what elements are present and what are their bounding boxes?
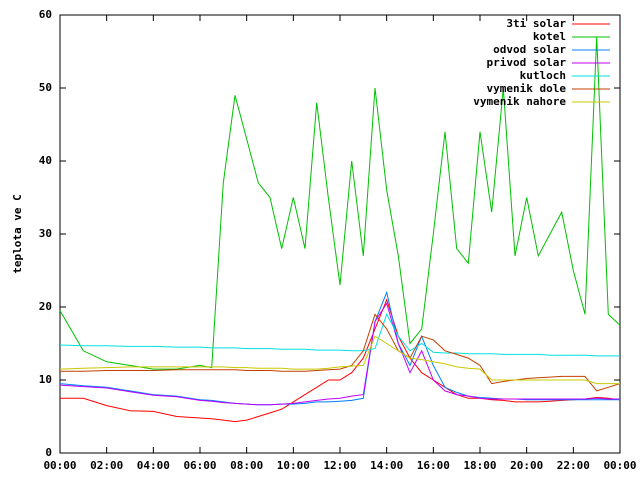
series-line — [59, 313, 620, 357]
y-tick-label: 60 — [39, 8, 52, 21]
x-tick-label: 14:00 — [370, 459, 403, 472]
series-line — [59, 36, 621, 370]
x-tick-label: 00:00 — [43, 459, 76, 472]
series-line — [59, 302, 620, 406]
y-tick-label: 30 — [39, 227, 52, 240]
legend-label: kotel — [533, 30, 566, 43]
series-line — [59, 290, 620, 406]
x-tick-label: 22:00 — [557, 459, 590, 472]
y-tick-label: 0 — [45, 446, 52, 459]
legend-label: vymenik dole — [487, 82, 567, 95]
x-tick-label: 10:00 — [277, 459, 310, 472]
series-line — [59, 335, 620, 385]
x-tick-label: 06:00 — [183, 459, 216, 472]
legend-label: kutloch — [520, 69, 566, 82]
x-tick-label: 12:00 — [323, 459, 356, 472]
legend-label: 3ti solar — [506, 17, 566, 30]
x-tick-label: 00:00 — [603, 459, 636, 472]
x-tick-label: 16:00 — [417, 459, 450, 472]
legend-label: vymenik nahore — [473, 95, 566, 108]
y-tick-label: 20 — [39, 300, 52, 313]
y-tick-label: 10 — [39, 373, 52, 386]
y-axis-label: teplota ve C — [11, 194, 24, 273]
y-tick-label: 50 — [39, 81, 52, 94]
x-tick-label: 02:00 — [90, 459, 123, 472]
series-line — [60, 313, 621, 392]
x-tick-label: 08:00 — [230, 459, 263, 472]
x-tick-label: 18:00 — [463, 459, 496, 472]
series-line — [60, 298, 621, 423]
y-tick-label: 40 — [39, 154, 52, 167]
x-tick-label: 20:00 — [510, 459, 543, 472]
legend-label: privod solar — [487, 56, 567, 69]
legend-label: odvod solar — [493, 43, 566, 56]
x-tick-label: 04:00 — [137, 459, 170, 472]
